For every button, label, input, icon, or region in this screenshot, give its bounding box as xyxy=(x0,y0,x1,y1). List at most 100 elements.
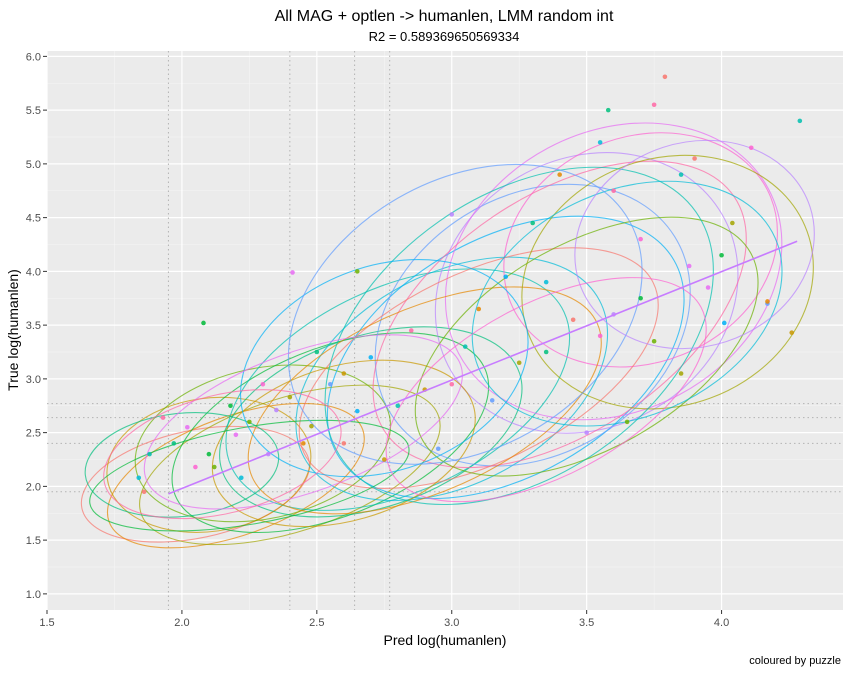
fit-line xyxy=(168,240,798,495)
confidence-ellipse xyxy=(225,268,571,511)
data-point xyxy=(662,74,668,80)
data-point xyxy=(584,430,589,435)
data-point xyxy=(719,252,724,258)
x-tick-label: 2.0 xyxy=(174,617,189,629)
ellipses xyxy=(80,122,815,549)
data-point xyxy=(314,349,320,355)
data-point xyxy=(489,398,495,403)
confidence-ellipse xyxy=(385,277,707,503)
data-point xyxy=(638,295,643,301)
fit-line-group xyxy=(168,240,798,495)
data-point xyxy=(395,403,401,409)
confidence-ellipse xyxy=(143,334,463,510)
data-point xyxy=(686,263,692,269)
confidence-ellipse xyxy=(171,332,490,534)
confidence-ellipse xyxy=(247,286,602,515)
y-tick-label: 4.5 xyxy=(26,213,41,225)
data-point xyxy=(247,419,252,425)
confidence-ellipse xyxy=(84,412,280,518)
confidence-ellipse xyxy=(298,247,659,490)
data-point xyxy=(543,349,549,355)
data-point xyxy=(201,320,206,326)
data-point xyxy=(765,299,770,304)
y-axis-ticks: 1.0 1.5 2.0 2.5 3.0 3.5 4.0 4.5 5.0 5.5 6.0 xyxy=(26,51,47,601)
data-point xyxy=(136,475,142,481)
data-point xyxy=(543,279,549,285)
data-point xyxy=(141,489,147,495)
x-tick-label: 1.5 xyxy=(39,617,54,629)
data-point xyxy=(651,102,657,108)
x-tick-label: 3.0 xyxy=(444,617,459,629)
x-tick-label: 3.5 xyxy=(579,617,594,629)
confidence-ellipse xyxy=(324,166,714,506)
data-point xyxy=(570,317,576,323)
data-point xyxy=(624,419,630,425)
confidence-ellipse xyxy=(374,183,691,467)
data-point xyxy=(301,441,306,446)
x-axis-ticks: 1.5 2.0 2.5 3.0 3.5 4.0 xyxy=(39,610,729,629)
data-point xyxy=(638,236,643,242)
data-point xyxy=(449,212,455,217)
data-point xyxy=(260,381,266,387)
data-point xyxy=(503,274,509,280)
x-tick-label: 2.5 xyxy=(309,617,324,629)
chart-subtitle: R2 = 0.589369650569334 xyxy=(369,29,520,44)
chart-caption: coloured by puzzle xyxy=(749,655,841,667)
data-point xyxy=(238,475,244,481)
confidence-ellipse xyxy=(80,425,310,543)
data-point xyxy=(721,320,727,326)
y-tick-label: 3.5 xyxy=(26,320,41,332)
data-point xyxy=(651,338,657,344)
data-point xyxy=(730,220,735,226)
confidence-ellipse xyxy=(287,163,643,465)
chart-title: All MAG + optlen -> humanlen, LMM random… xyxy=(275,8,614,25)
data-point xyxy=(597,140,603,145)
data-point xyxy=(797,118,803,124)
data-point xyxy=(611,188,616,194)
data-point xyxy=(530,220,535,226)
data-point xyxy=(705,285,711,290)
data-point xyxy=(476,306,482,312)
data-point xyxy=(678,371,684,376)
data-point xyxy=(147,451,152,457)
data-point xyxy=(290,270,295,275)
data-points xyxy=(136,74,803,495)
data-point xyxy=(171,441,177,446)
data-point xyxy=(341,371,347,376)
data-point xyxy=(233,432,239,438)
data-point xyxy=(355,408,360,414)
data-point xyxy=(449,381,455,387)
data-point xyxy=(748,145,754,151)
y-tick-label: 4.0 xyxy=(26,266,41,278)
data-point xyxy=(408,328,414,333)
data-point xyxy=(789,330,795,335)
y-tick-label: 2.0 xyxy=(26,481,41,493)
confidence-ellipse xyxy=(503,132,778,368)
data-point xyxy=(557,172,562,177)
x-tick-label: 4.0 xyxy=(714,617,729,629)
data-point xyxy=(206,451,212,457)
data-point xyxy=(692,156,697,161)
y-tick-label: 5.5 xyxy=(26,105,41,117)
y-axis-label: True log(humanlen) xyxy=(5,269,21,391)
data-point xyxy=(274,407,279,413)
data-point xyxy=(185,424,190,430)
confidence-ellipse xyxy=(574,139,815,350)
data-point xyxy=(368,355,374,360)
confidence-ellipse xyxy=(414,216,759,477)
confidence-ellipse xyxy=(444,122,783,421)
data-point xyxy=(341,441,347,446)
data-point xyxy=(193,464,198,470)
x-axis-label: Pred log(humanlen) xyxy=(384,632,507,648)
data-point xyxy=(355,269,360,274)
data-point xyxy=(228,403,233,409)
y-tick-label: 1.0 xyxy=(26,589,41,601)
data-point xyxy=(309,423,314,429)
data-point xyxy=(516,360,522,366)
y-tick-label: 3.0 xyxy=(26,374,41,386)
reference-lines xyxy=(47,51,843,610)
confidence-ellipse xyxy=(326,215,685,500)
data-point xyxy=(160,415,166,420)
data-point xyxy=(435,446,441,452)
